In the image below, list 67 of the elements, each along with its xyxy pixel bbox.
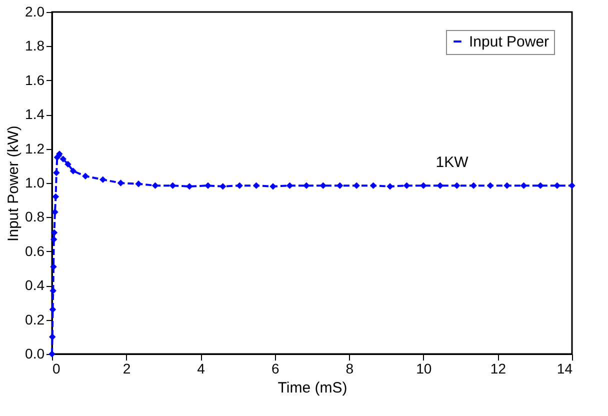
point — [50, 236, 58, 243]
point — [486, 182, 494, 189]
point — [386, 183, 394, 190]
point — [320, 182, 326, 189]
x-tick-label: 12 — [490, 360, 506, 376]
point — [554, 182, 560, 189]
y-tick-label: 1.8 — [25, 38, 45, 54]
point — [470, 182, 477, 189]
x-tick-label: 14 — [556, 360, 573, 376]
y-tick-label: 0.2 — [25, 311, 45, 328]
y-tick-label: 0.6 — [25, 242, 45, 259]
point — [135, 180, 142, 188]
point — [50, 287, 56, 294]
point — [270, 183, 276, 190]
y-tick-label: 0.8 — [25, 208, 45, 225]
point — [50, 229, 58, 236]
x-axis-title: Time (mS) — [278, 380, 348, 396]
point — [82, 172, 89, 180]
point — [403, 182, 410, 189]
x-tick-label: 4 — [197, 360, 206, 376]
point — [49, 334, 56, 340]
y-tick-label: 1.2 — [25, 140, 45, 156]
point — [252, 182, 260, 189]
y-tick-label: 2.0 — [25, 4, 45, 20]
point — [186, 183, 193, 190]
y-tick-label: 1.4 — [25, 106, 45, 122]
point — [117, 180, 124, 186]
point — [60, 156, 66, 162]
point — [204, 182, 212, 189]
point — [353, 182, 360, 189]
point — [220, 183, 226, 190]
point — [49, 306, 56, 313]
point — [52, 208, 58, 216]
point — [520, 182, 528, 189]
y-tick-label: 0.0 — [25, 346, 45, 362]
point — [303, 182, 310, 189]
point — [420, 182, 427, 189]
point — [100, 176, 106, 183]
point — [70, 168, 77, 174]
x-tick-label: 2 — [122, 360, 131, 376]
point — [236, 182, 243, 189]
point — [436, 182, 444, 189]
point — [152, 182, 159, 189]
point — [50, 263, 57, 270]
point — [64, 160, 72, 168]
point — [504, 182, 510, 189]
y-tick-label: 1.0 — [25, 174, 45, 190]
point — [336, 182, 344, 189]
point — [169, 182, 176, 189]
y-tick-label: 1.6 — [25, 72, 45, 88]
x-tick-label: 0 — [52, 360, 60, 376]
point — [56, 150, 63, 158]
y-tick-label: 0.4 — [25, 277, 45, 294]
x-tick-label: 8 — [346, 360, 354, 376]
legend-label: Input Power — [469, 34, 550, 50]
point — [48, 350, 56, 358]
point — [53, 169, 60, 176]
x-tick-label: 10 — [416, 360, 432, 376]
point — [568, 182, 576, 189]
x-tick-label: 6 — [271, 360, 280, 376]
point — [370, 182, 377, 189]
point — [52, 193, 60, 200]
point — [537, 182, 544, 189]
point — [286, 182, 294, 189]
y-axis-title: Input Power (kW) — [5, 126, 22, 242]
point — [454, 182, 460, 189]
annotation: 1KW — [436, 154, 470, 171]
